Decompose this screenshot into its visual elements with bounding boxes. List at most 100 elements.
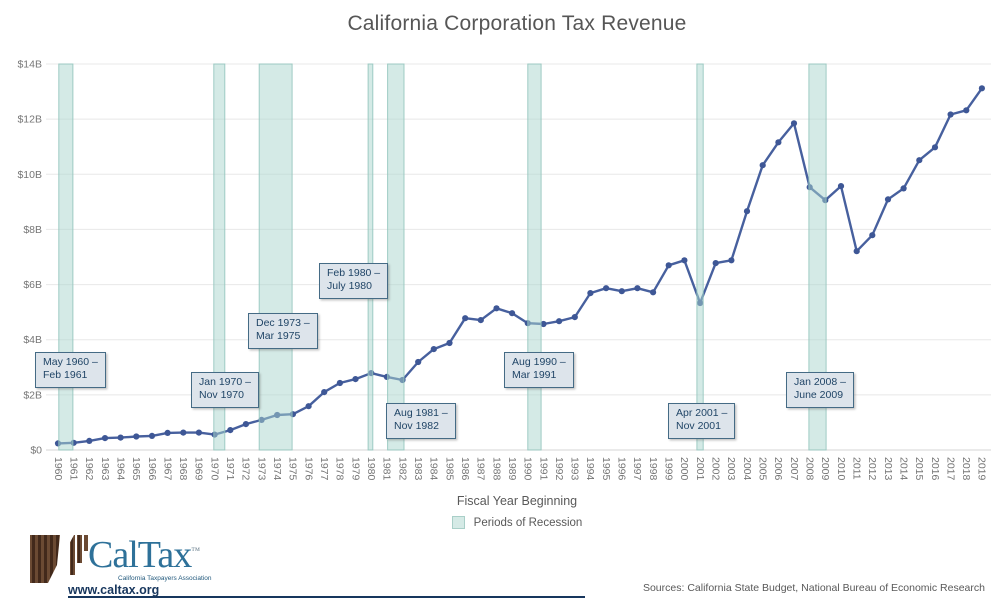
data-point-1965 [133,433,140,440]
x-axis-tick-label: 1985 [443,457,455,481]
data-point-1978 [336,379,343,387]
y-axis-tick-label: $4B [23,334,42,346]
x-axis-tick-label: 2003 [725,457,737,481]
data-point-1989 [508,310,516,317]
x-axis-tick-label: 1994 [584,457,596,481]
recession-band [213,63,226,451]
x-axis-tick-label: 1975 [287,457,299,481]
data-point-1985 [446,339,453,347]
x-axis-tick-label: 2009 [819,457,831,481]
data-point-2012 [869,232,876,239]
revenue-line [56,87,984,445]
y-axis-tick-label: $2B [23,389,42,401]
x-axis-tick-label: 2019 [976,457,988,481]
data-point-2010 [837,183,845,190]
x-axis-tick-label: 1963 [99,457,111,481]
data-point-2017 [947,111,954,118]
recession-band [527,63,542,451]
recession-band [258,63,293,451]
x-axis-tick-label: 2007 [788,457,800,481]
data-point-2019 [978,85,986,92]
data-point-1972 [242,421,249,428]
x-axis-tick-label: 1986 [459,457,471,481]
y-axis-tick-label: $12B [17,114,42,126]
data-point-2003 [728,257,735,264]
x-axis-tick-label: 2008 [804,457,816,481]
data-point-1964 [117,434,124,441]
x-axis-tick-label: 1967 [161,457,173,481]
x-axis-tick-label: 2015 [913,457,925,481]
trademark-symbol: ™ [191,545,201,556]
data-point-1962 [86,437,93,444]
x-axis-tick-label: 1993 [569,457,581,481]
x-axis-tick-label: 1968 [177,457,189,481]
x-axis-tick-label: 1969 [193,457,205,481]
data-point-1998 [650,289,657,296]
x-axis-tick-label: 2005 [757,457,769,481]
data-point-1997 [634,285,641,292]
x-axis-tick-label: 2018 [960,457,972,481]
data-point-1992 [556,318,563,325]
x-axis-tick-label: 1996 [616,457,628,481]
x-axis-tick-label: 1982 [396,457,408,481]
footer-divider [68,596,585,598]
x-axis-tick-label: 1990 [522,457,534,481]
recession-band [387,63,405,451]
data-point-2007 [790,120,798,127]
x-axis-tick-label: 1998 [647,457,659,481]
data-point-1986 [462,315,469,322]
x-axis-tick-label: 1987 [475,457,487,481]
x-axis-tick-label: 1992 [553,457,565,481]
x-axis-tick-label: 2001 [694,457,706,481]
x-axis-tick-label: 2012 [866,457,878,481]
x-axis-tick-label: 1979 [349,457,361,481]
recession-band [58,63,74,451]
x-axis-tick-label: 1973 [255,457,267,481]
data-point-1993 [571,314,578,321]
x-axis-tick-label: 2004 [741,457,753,481]
revenue-line-chart: $0 $2B $4B $6B $8B $10B $12B $14B 1960 1961 1962 19… [17,59,991,481]
recession-legend-swatch [451,516,465,529]
data-point-2013 [884,196,892,203]
data-point-1988 [493,305,500,312]
recession-band [696,63,704,451]
x-axis-tick-label: 1960 [52,457,64,481]
x-axis-title: Fiscal Year Beginning [456,494,578,508]
data-point-2005 [759,162,766,169]
x-axis-tick-label: 1995 [600,457,612,481]
data-point-1996 [618,288,625,295]
data-point-1966 [148,432,156,439]
x-axis-tick-label: 1976 [302,457,314,481]
y-axis-tick-label: $8B [23,224,42,236]
data-point-2015 [916,157,923,164]
data-point-1977 [321,389,328,396]
caltax-wordmark: CalTax™ [88,534,201,576]
data-point-1976 [305,403,312,410]
x-axis-tick-label: 1961 [68,457,80,481]
x-axis-tick-label: 1977 [318,457,330,481]
x-axis-tick-label: 2013 [882,457,894,481]
data-point-1967 [164,429,171,436]
data-point-2018 [963,107,970,114]
x-axis-tick-label: 2014 [897,457,909,481]
caltax-url-link[interactable]: www.caltax.org [68,583,160,597]
data-point-1987 [477,317,484,324]
data-point-1991 [540,320,547,328]
data-point-2006 [775,139,782,146]
x-axis-tick-label: 2016 [929,457,941,481]
data-point-1971 [227,427,234,434]
x-axis-tick-label: 2006 [772,457,784,481]
data-point-1995 [603,285,610,292]
x-axis-tick-label: 2000 [678,457,690,481]
caltax-subtitle: California Taxpayers Association [118,575,212,582]
data-point-1994 [587,290,594,297]
x-axis-tick-label: 1978 [334,457,346,481]
data-point-2000 [681,257,688,264]
data-point-1969 [195,429,202,436]
data-point-2014 [900,185,907,192]
data-point-1984 [430,346,437,353]
x-axis-tick-label: 1970 [208,457,220,481]
data-point-2011 [853,248,860,255]
data-point-2016 [931,144,939,151]
